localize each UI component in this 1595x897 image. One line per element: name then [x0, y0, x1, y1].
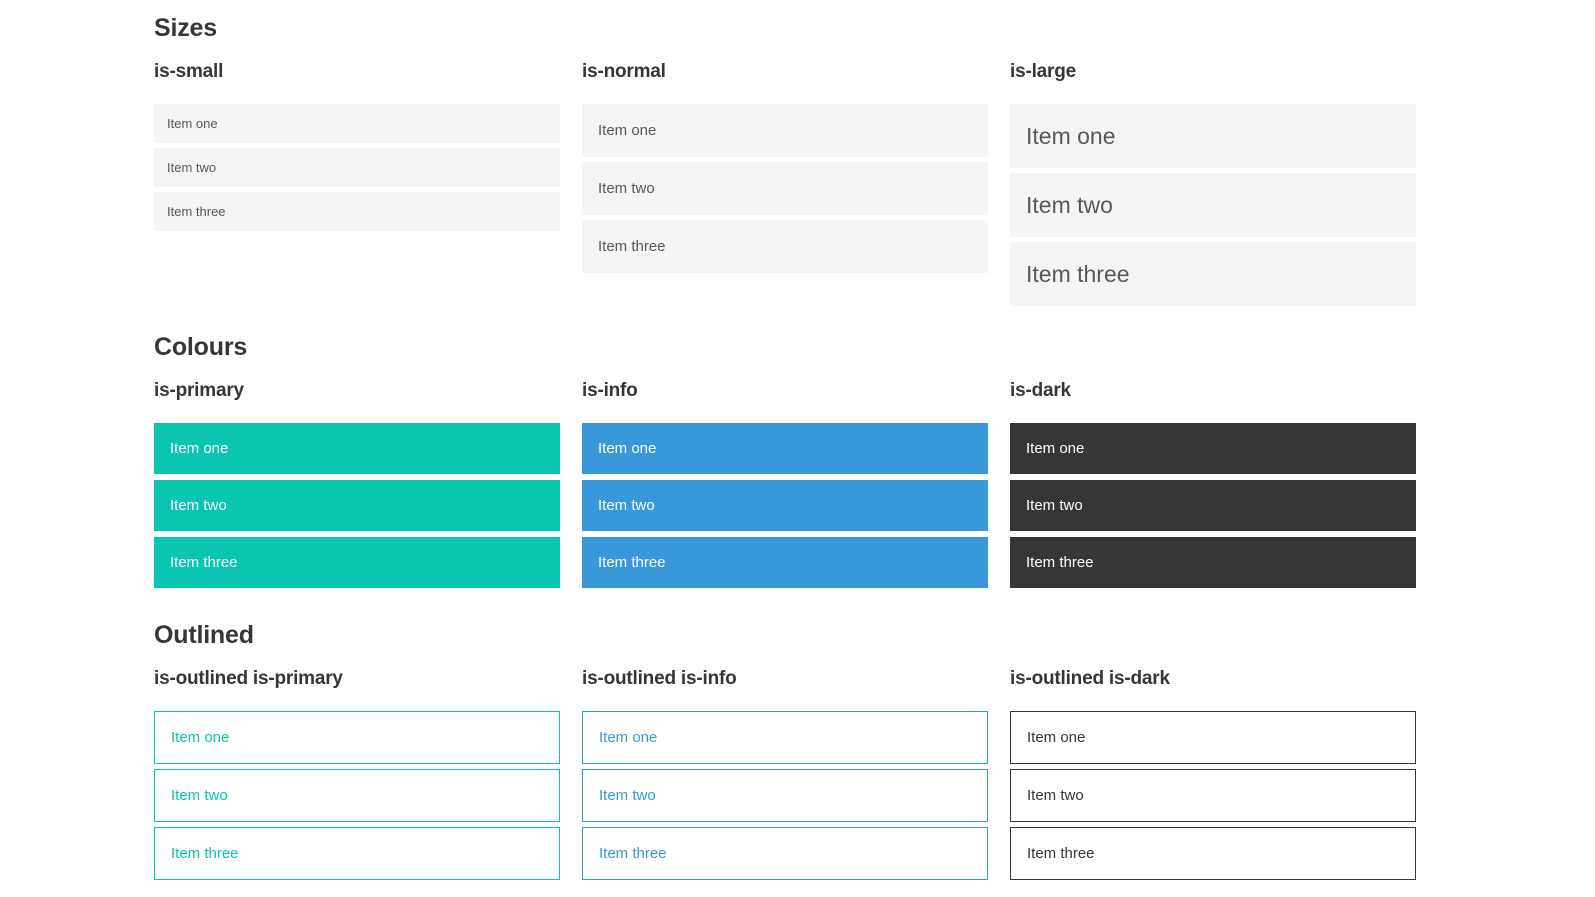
list-item[interactable]: Item three	[582, 537, 988, 588]
section-title: Sizes	[154, 14, 217, 42]
list-item-label: Item two	[598, 180, 655, 197]
section: Outlined is-outlined is-primary Item one…	[154, 622, 1416, 880]
list-item-label: Item two	[1026, 497, 1083, 514]
list-item-label: Item two	[1026, 191, 1113, 218]
list-item[interactable]: Item one	[582, 711, 988, 764]
list-item-label: Item one	[1026, 440, 1085, 457]
variant-label: is-outlined is-info	[582, 668, 737, 689]
list-item-label: Item one	[1027, 729, 1086, 746]
variant-column-outlined-primary: is-outlined is-primary Item one Item two…	[154, 669, 560, 880]
variant-label: is-info	[582, 380, 638, 401]
list-item-label: Item one	[598, 122, 657, 139]
list-item[interactable]: Item three	[154, 192, 560, 231]
section-columns: is-primary Item one Item two Item three …	[154, 381, 1416, 594]
sections-root: Sizes is-small Item one Item two Item th…	[154, 15, 1416, 880]
demo-list: Item one Item two Item three	[1010, 104, 1416, 306]
list-item[interactable]: Item one	[1010, 423, 1416, 474]
list-item-label: Item three	[1027, 845, 1095, 862]
list-item[interactable]: Item two	[154, 769, 560, 822]
section: Sizes is-small Item one Item two Item th…	[154, 15, 1416, 306]
variant-column-small: is-small Item one Item two Item three	[154, 62, 560, 306]
variant-label: is-outlined is-primary	[154, 668, 343, 689]
list-item-label: Item two	[599, 787, 656, 804]
list-item-label: Item two	[170, 497, 227, 514]
list-item[interactable]: Item three	[582, 220, 988, 273]
list-item[interactable]: Item two	[582, 480, 988, 531]
component-style-guide-page: Sizes is-small Item one Item two Item th…	[154, 15, 1416, 880]
list-item[interactable]: Item two	[1010, 769, 1416, 822]
list-item[interactable]: Item one	[154, 423, 560, 474]
list-item-label: Item three	[598, 554, 666, 571]
demo-list: Item one Item two Item three	[154, 104, 560, 231]
list-item-label: Item one	[171, 729, 230, 746]
list-item-label: Item one	[598, 440, 657, 457]
section-columns: is-outlined is-primary Item one Item two…	[154, 669, 1416, 880]
list-item[interactable]: Item two	[582, 769, 988, 822]
variant-column-outlined-info: is-outlined is-info Item one Item two It…	[582, 669, 988, 880]
demo-list: Item one Item two Item three	[582, 423, 988, 588]
list-item[interactable]: Item two	[154, 148, 560, 187]
list-item-label: Item three	[171, 845, 239, 862]
variant-label: is-primary	[154, 380, 244, 401]
section-title: Outlined	[154, 621, 254, 649]
list-item-label: Item one	[167, 116, 218, 131]
list-item[interactable]: Item three	[582, 827, 988, 880]
demo-list: Item one Item two Item three	[1010, 423, 1416, 588]
list-item[interactable]: Item three	[154, 827, 560, 880]
list-item[interactable]: Item three	[1010, 827, 1416, 880]
list-item-label: Item two	[598, 497, 655, 514]
list-item-label: Item three	[598, 238, 666, 255]
list-item-label: Item three	[599, 845, 667, 862]
variant-column-info: is-info Item one Item two Item three	[582, 381, 988, 594]
list-item[interactable]: Item one	[154, 104, 560, 143]
list-item-label: Item two	[167, 160, 217, 175]
list-item-label: Item two	[1027, 787, 1084, 804]
variant-label: is-small	[154, 61, 224, 82]
demo-list: Item one Item two Item three	[154, 711, 560, 880]
section-columns: is-small Item one Item two Item three is…	[154, 62, 1416, 306]
variant-column-dark: is-dark Item one Item two Item three	[1010, 381, 1416, 594]
list-item-label: Item one	[1026, 122, 1116, 149]
list-item[interactable]: Item two	[1010, 480, 1416, 531]
section-title: Colours	[154, 333, 248, 361]
variant-column-outlined-dark: is-outlined is-dark Item one Item two It…	[1010, 669, 1416, 880]
list-item[interactable]: Item two	[582, 162, 988, 215]
variant-label: is-outlined is-dark	[1010, 668, 1170, 689]
list-item[interactable]: Item one	[582, 104, 988, 157]
variant-column-primary: is-primary Item one Item two Item three	[154, 381, 560, 594]
demo-list: Item one Item two Item three	[1010, 711, 1416, 880]
list-item[interactable]: Item one	[1010, 711, 1416, 764]
section: Colours is-primary Item one Item two Ite…	[154, 334, 1416, 594]
list-item[interactable]: Item three	[1010, 242, 1416, 306]
list-item-label: Item three	[1026, 554, 1094, 571]
list-item-label: Item two	[171, 787, 228, 804]
variant-label: is-normal	[582, 61, 666, 82]
list-item[interactable]: Item two	[1010, 173, 1416, 237]
list-item-label: Item one	[599, 729, 658, 746]
list-item-label: Item three	[167, 204, 226, 219]
demo-list: Item one Item two Item three	[154, 423, 560, 588]
list-item[interactable]: Item three	[154, 537, 560, 588]
list-item-label: Item one	[170, 440, 229, 457]
demo-list: Item one Item two Item three	[582, 104, 988, 273]
variant-column-large: is-large Item one Item two Item three	[1010, 62, 1416, 306]
list-item[interactable]: Item one	[154, 711, 560, 764]
demo-list: Item one Item two Item three	[582, 711, 988, 880]
variant-column-normal: is-normal Item one Item two Item three	[582, 62, 988, 306]
list-item[interactable]: Item one	[1010, 104, 1416, 168]
variant-label: is-dark	[1010, 380, 1071, 401]
list-item[interactable]: Item one	[582, 423, 988, 474]
variant-label: is-large	[1010, 61, 1076, 82]
list-item[interactable]: Item two	[154, 480, 560, 531]
list-item-label: Item three	[1026, 260, 1130, 287]
list-item-label: Item three	[170, 554, 238, 571]
list-item[interactable]: Item three	[1010, 537, 1416, 588]
